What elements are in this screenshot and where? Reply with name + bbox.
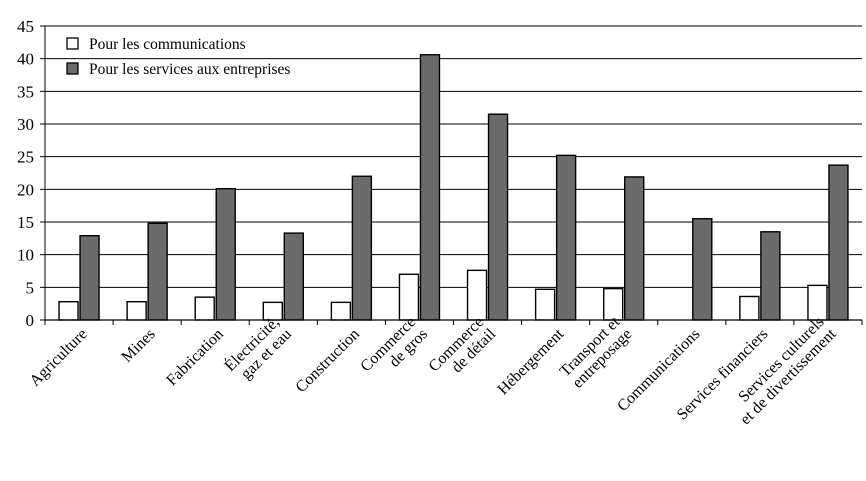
y-tick-label: 20	[17, 180, 34, 199]
bar-communications	[466, 269, 488, 321]
y-axis: 0 5 10 15 20 25 30 35 40 45	[17, 17, 46, 330]
legend-swatch	[66, 37, 79, 50]
bar-communications	[398, 273, 420, 321]
bars	[58, 54, 849, 321]
gridlines	[45, 25, 862, 288]
bar-services-entreprises	[828, 164, 849, 321]
x-tick-label: Hébergement	[495, 325, 568, 398]
y-tick-label: 15	[17, 213, 34, 232]
y-tick-label: 35	[17, 82, 34, 101]
bar-services-entreprises	[79, 235, 100, 321]
x-tick-label: Agriculture	[27, 326, 91, 390]
y-tick-label: 5	[26, 278, 35, 297]
y-tick-label: 25	[17, 148, 34, 167]
bar-communications	[58, 301, 79, 321]
bar-services-entreprises	[487, 113, 509, 321]
bar-services-entreprises	[147, 222, 168, 321]
x-tick-label: Transport etentreposage	[557, 313, 636, 392]
legend: Pour les communications Pour les services…	[66, 36, 290, 78]
bar-communications	[603, 287, 624, 321]
legend-swatch	[66, 62, 79, 75]
bar-communications	[534, 288, 556, 321]
x-tick-label: Mines	[118, 326, 158, 366]
y-tick-label: 0	[26, 311, 35, 330]
legend-label: Pour les services aux entreprises	[89, 61, 290, 78]
bar-communications	[807, 284, 828, 321]
y-tick-label: 40	[17, 50, 34, 69]
x-tick-label: Commercede détail	[426, 313, 500, 387]
y-tick-label: 30	[17, 115, 34, 134]
bar-communications	[194, 296, 215, 321]
bar-communications	[739, 295, 760, 321]
bar-services-entreprises	[692, 218, 713, 321]
x-tick-label: Commercede gros	[357, 314, 431, 388]
y-tick-label: 10	[17, 246, 34, 265]
bar-communications	[330, 301, 352, 321]
bar-services-entreprises	[351, 175, 373, 321]
y-tick-label: 45	[17, 17, 34, 36]
bar-services-entreprises	[419, 54, 441, 321]
bar-communications	[126, 301, 147, 321]
x-tick-label: Construction	[293, 326, 363, 396]
x-tick-label: Fabrication	[163, 326, 227, 390]
bar-services-entreprises	[760, 231, 781, 321]
bar-services-entreprises	[624, 176, 645, 321]
bar-services-entreprises	[215, 187, 236, 321]
x-axis: Agriculture Mines FabricationÉlectricité,g…	[27, 312, 863, 428]
bar-services-entreprises	[283, 232, 304, 321]
bar-services-entreprises	[555, 154, 577, 321]
x-tick-label: Services culturelset de divertissement	[725, 313, 840, 428]
x-tick-label: Électricité,gaz et eau	[220, 312, 295, 387]
legend-label: Pour les communications	[89, 36, 246, 53]
